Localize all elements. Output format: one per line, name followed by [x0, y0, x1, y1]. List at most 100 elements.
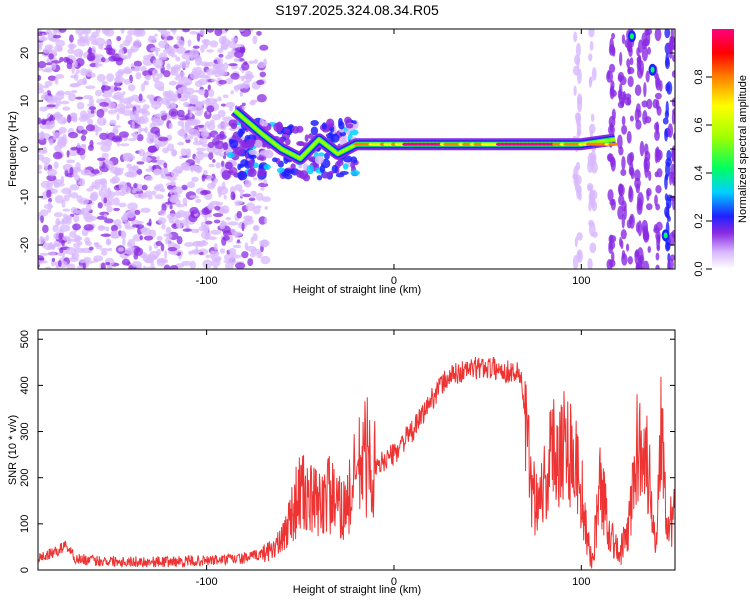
heatmap-cell: [321, 122, 327, 130]
heatmap-cell: [213, 219, 221, 224]
heatmap-cell: [671, 54, 675, 63]
heatmap-cell: [248, 197, 256, 202]
heatmap-cell: [212, 148, 222, 155]
heatmap-cell: [206, 49, 215, 53]
heatmap-cell: [189, 98, 199, 105]
heatmap-cell: [151, 118, 163, 127]
heatmap-cell: [621, 155, 626, 170]
heatmap-cell: [68, 131, 79, 139]
heatmap-cell: [76, 147, 86, 156]
heatmap-cell: [147, 145, 158, 153]
heatmap-cell: [116, 113, 120, 121]
colorbar-gradient: [712, 29, 734, 269]
heatmap-cell: [132, 224, 140, 228]
heatmap-cell: [69, 184, 80, 191]
heatmap-cell: [69, 231, 77, 239]
heatmap-cell: [342, 163, 349, 170]
heatmap-cell: [655, 203, 661, 211]
heatmap-cell: [161, 223, 166, 230]
heatmap-cell: [245, 245, 257, 252]
heatmap-cell: [219, 248, 226, 254]
heatmap-cell: [66, 159, 76, 164]
heatmap-cell: [237, 83, 247, 88]
heatmap-cell: [647, 246, 651, 254]
heatmap-cell: [608, 259, 616, 268]
heatmap-cell: [96, 116, 107, 126]
heatmap-cell: [619, 237, 623, 247]
heatmap-cell: [655, 264, 660, 269]
heatmap-cell: [205, 254, 210, 259]
heatmap-cell: [107, 191, 116, 198]
heatmap-cell: [229, 106, 234, 112]
heatmap-cell: [195, 228, 200, 234]
heatmap-cell: [232, 244, 242, 249]
heatmap-cell: [647, 46, 651, 55]
heatmap-cell: [118, 131, 129, 138]
heatmap-cell: [44, 266, 52, 269]
bottom-x-ticks: -100 0 100: [196, 330, 591, 588]
heatmap-cell: [255, 192, 264, 201]
heatmap-cell: [69, 43, 74, 50]
heatmap-cell: [156, 248, 161, 256]
heatmap-cell: [202, 214, 213, 218]
bottom-plot-frame: [37, 329, 676, 571]
heatmap-cell: [607, 189, 614, 202]
heatmap-cell: [215, 65, 226, 75]
heatmap-cell: [627, 76, 634, 88]
heatmap-cell: [142, 253, 147, 261]
heatmap-cell: [113, 207, 120, 212]
heatmap-cell: [196, 33, 201, 42]
heatmap-cell: [156, 257, 168, 264]
heatmap-cell: [80, 134, 87, 142]
signal-core: [612, 142, 619, 146]
heatmap-cell: [222, 116, 233, 122]
top-x-axis-label: Height of straight line (km): [293, 284, 421, 296]
heatmap-cell: [196, 150, 203, 156]
heatmap-cell: [228, 248, 237, 254]
heatmap-cell: [150, 262, 155, 269]
heatmap-cell: [85, 260, 95, 264]
heatmap-cell: [335, 173, 345, 178]
heatmap-cell: [646, 98, 653, 110]
heatmap-cell: [222, 35, 228, 43]
heatmap-cell: [66, 263, 76, 269]
heatmap-cell: [659, 80, 663, 92]
heatmap-cell: [47, 75, 57, 81]
heatmap-cell: [133, 183, 138, 189]
heatmap-cell: [210, 229, 222, 235]
heatmap-cell: [607, 69, 611, 80]
heatmap-cell: [69, 34, 74, 43]
heatmap-cell: [127, 51, 133, 57]
heatmap-cell: [184, 241, 194, 248]
heatmap-cell: [48, 198, 52, 203]
heatmap-cell: [174, 166, 184, 174]
heatmap-cell: [141, 184, 148, 191]
heatmap-cell: [204, 74, 211, 80]
heatmap-cell: [664, 29, 671, 39]
heatmap-cell: [38, 257, 44, 261]
heatmap-cell: [617, 74, 623, 82]
heatmap-cell: [247, 258, 254, 267]
heatmap-cell: [100, 247, 109, 252]
heatmap-cell: [101, 57, 106, 63]
heatmap-cell: [608, 234, 614, 245]
heatmap-cell: [54, 77, 59, 85]
heatmap-cell: [190, 249, 202, 254]
heatmap-cell: [55, 182, 65, 187]
y-tick-label: 500: [19, 330, 31, 348]
heatmap-cell: [94, 181, 101, 190]
heatmap-cell: [86, 187, 94, 192]
heatmap-cell: [667, 123, 674, 138]
heatmap-cell: [41, 94, 46, 101]
heatmap-cell: [201, 39, 209, 44]
heatmap-cell: [238, 163, 245, 168]
heatmap-cell: [664, 241, 670, 252]
heatmap-cell: [87, 118, 94, 126]
heatmap-cell: [70, 90, 78, 94]
heatmap-cell: [224, 29, 229, 32]
heatmap-cell: [175, 212, 183, 219]
heatmap-cell: [201, 207, 210, 216]
heatmap-cell: [656, 105, 662, 116]
heatmap-cell: [192, 45, 200, 49]
